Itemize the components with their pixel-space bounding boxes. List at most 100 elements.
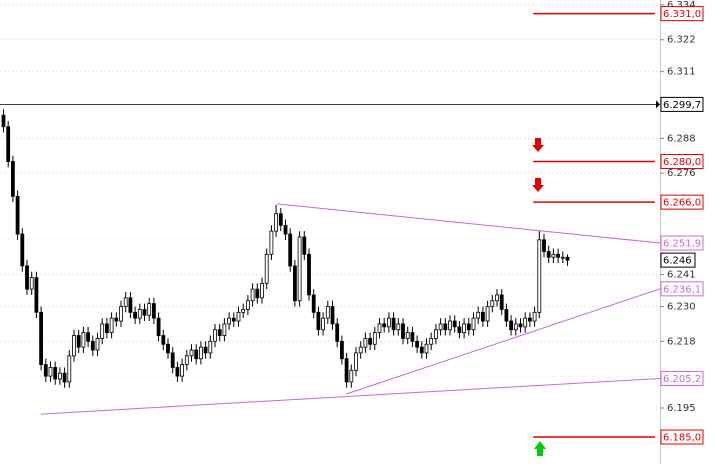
- candle-body: [151, 303, 156, 319]
- candle-body: [335, 323, 340, 342]
- candle-body: [523, 317, 528, 328]
- candle-body: [532, 311, 537, 322]
- candle-body: [542, 239, 546, 252]
- candle-body: [100, 323, 105, 339]
- candle-body: [560, 256, 565, 259]
- candle-body: [288, 233, 293, 267]
- candle-body: [490, 300, 495, 307]
- candle-body: [166, 343, 170, 354]
- candle-body: [278, 213, 283, 226]
- y-tick-label: 6.276: [667, 168, 696, 179]
- y-tick-label: 6.334: [667, 0, 696, 11]
- candle-body: [1, 114, 6, 128]
- y-tick-label: 6.241: [667, 270, 696, 281]
- candle-body: [189, 349, 194, 357]
- candle-body: [363, 338, 368, 348]
- candle-body: [297, 236, 302, 302]
- candle-body: [401, 323, 405, 339]
- candle-body: [504, 309, 509, 322]
- candle-body: [255, 288, 260, 299]
- trendline-label: 6.236,1: [663, 284, 701, 295]
- candle-body: [76, 335, 81, 348]
- candle-body: [90, 340, 95, 351]
- y-tick-label: 6.311: [667, 67, 696, 78]
- candle-body: [156, 317, 161, 336]
- candle-body: [250, 288, 255, 302]
- candle-body: [95, 338, 100, 351]
- candle-body: [67, 355, 72, 383]
- level-label: 6.280,0: [663, 157, 701, 168]
- candle-body: [471, 317, 476, 331]
- candle-body: [518, 323, 523, 328]
- candle-body: [133, 311, 138, 319]
- trendline: [41, 377, 661, 415]
- candle-body: [274, 213, 279, 232]
- candle-body: [546, 251, 551, 258]
- trendline-label: 6.205,2: [663, 374, 701, 385]
- candle-body: [222, 323, 227, 336]
- candle-body: [198, 346, 203, 360]
- candle-body: [349, 369, 354, 383]
- buy-arrow: [534, 441, 546, 456]
- trendline-box: [660, 235, 704, 251]
- candle-body: [485, 306, 490, 322]
- candle-body: [321, 317, 326, 331]
- candle-body: [269, 230, 274, 255]
- candle-body: [137, 309, 142, 319]
- candle-body: [354, 352, 358, 371]
- candle-body: [48, 367, 53, 377]
- candle-body: [241, 309, 246, 313]
- candle-body: [358, 346, 363, 354]
- candle-body: [119, 306, 123, 322]
- candle-body: [142, 309, 147, 316]
- candle-body: [368, 338, 373, 345]
- candle-body: [231, 317, 236, 322]
- candle-body: [424, 343, 429, 354]
- candle-body: [264, 253, 269, 284]
- candle-body: [372, 332, 377, 345]
- candle-body: [457, 326, 462, 334]
- candle-body: [499, 294, 504, 310]
- candle-body: [147, 303, 152, 316]
- candle-body: [476, 311, 481, 319]
- candle-body: [377, 323, 382, 334]
- candle-body: [227, 317, 232, 325]
- candle-body: [565, 256, 570, 261]
- candle-body: [105, 323, 109, 334]
- candle-body: [72, 335, 76, 357]
- candle-body: [114, 317, 119, 322]
- level-pointer: [656, 100, 660, 109]
- candle-body: [283, 224, 288, 235]
- candle-body: [109, 317, 114, 334]
- candle-body: [128, 297, 133, 313]
- candle-body: [39, 311, 43, 365]
- candles: [1, 109, 570, 388]
- candle-body: [316, 311, 321, 331]
- sell-arrow: [532, 138, 544, 152]
- candle-body: [344, 358, 349, 383]
- level-box: [660, 96, 704, 112]
- level-box: [660, 429, 704, 445]
- candle-body: [15, 195, 20, 235]
- candle-body: [396, 323, 401, 331]
- candle-body: [438, 323, 443, 331]
- candle-body: [208, 340, 213, 354]
- candle-body: [410, 332, 415, 342]
- candle-body: [25, 265, 29, 290]
- trendline-box: [660, 370, 704, 386]
- candle-body: [339, 340, 344, 360]
- trendline-box: [660, 281, 704, 297]
- level-label: 6.266,0: [663, 198, 701, 209]
- candle-body: [62, 372, 67, 383]
- level-box: [660, 194, 704, 210]
- candle-body: [466, 323, 471, 331]
- candle-body: [217, 329, 222, 336]
- candle-body: [382, 323, 387, 328]
- candle-body: [448, 320, 452, 331]
- candle-body: [537, 239, 542, 313]
- level-box: [660, 154, 704, 170]
- signal-arrows: [532, 138, 546, 456]
- y-tick-label: 6.288: [667, 133, 696, 144]
